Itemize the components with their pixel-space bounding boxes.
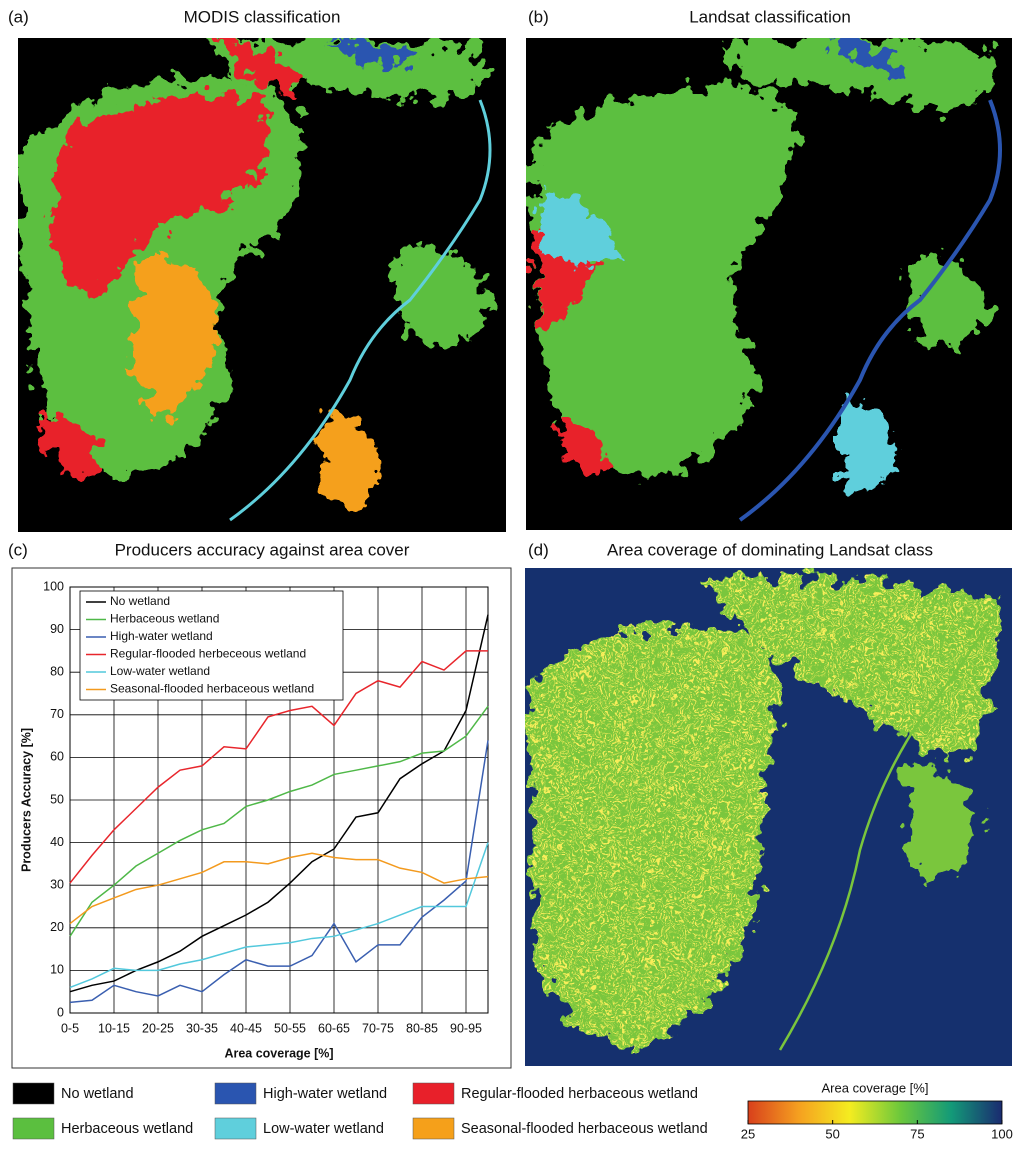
patch [840, 398, 900, 492]
legend-label: No wetland [110, 594, 170, 608]
legend-label: Seasonal-flooded herbaceous wetland [461, 1121, 708, 1137]
series-line [69, 740, 489, 1004]
colorbar-tick-label: 100 [991, 1126, 1013, 1141]
river [229, 99, 492, 522]
chart-legend: No wetland Herbaceous wetland High-water w… [79, 590, 344, 701]
panel-label: (c) [8, 540, 28, 559]
patch [900, 255, 990, 346]
x-tick-label: 60-65 [318, 1021, 350, 1035]
x-tick-label: 20-25 [142, 1021, 174, 1035]
x-tick-label: 50-55 [274, 1021, 306, 1035]
patch [220, 40, 300, 92]
legend-label: No wetland [61, 1086, 134, 1102]
panel-title: Landsat classification [689, 7, 851, 26]
patch [900, 760, 980, 879]
legend-swatch [214, 1082, 257, 1105]
legend-label: Seasonal-flooded herbaceous wetland [110, 682, 314, 696]
panel-title: MODIS classification [184, 7, 341, 26]
y-tick-label: 60 [50, 750, 64, 764]
chart-frame [11, 567, 512, 1069]
panel-label: (b) [528, 7, 549, 26]
map-modis [18, 38, 506, 532]
patch [133, 258, 220, 420]
colorbar: Area coverage [%] 25 50 75 100 [741, 1080, 1013, 1141]
panel-title: Area coverage of dominating Landsat clas… [607, 540, 933, 559]
legend-label: Low-water wetland [263, 1121, 384, 1137]
x-tick-label: 40-45 [230, 1021, 262, 1035]
legend-label: Herbaceous wetland [110, 612, 219, 626]
map-coverage [525, 568, 1012, 1066]
series-line [69, 650, 488, 884]
colorbar-tick-label: 75 [910, 1126, 924, 1141]
legend-label: Regular-flooded herbaceous wetland [461, 1086, 698, 1102]
panel-label: (a) [8, 7, 29, 26]
map-patches [530, 38, 992, 492]
colorbar-title: Area coverage [%] [822, 1080, 929, 1095]
patch [720, 38, 992, 110]
legend-label: High-water wetland [263, 1086, 387, 1102]
y-tick-label: 80 [50, 664, 64, 678]
series-line [69, 842, 489, 989]
patch [320, 415, 380, 506]
legend-box [79, 590, 344, 701]
map-patches [20, 38, 490, 506]
colorbar-tick-label: 25 [741, 1126, 755, 1141]
patch [40, 418, 100, 479]
panel-title: Producers accuracy against area cover [115, 540, 410, 559]
x-tick-label: 70-75 [362, 1021, 394, 1035]
y-tick-label: 50 [50, 792, 64, 806]
legend-label: Regular-flooded herbeceous wetland [110, 647, 306, 661]
x-tick-label: 0-5 [61, 1021, 79, 1035]
river [778, 619, 992, 1051]
y-axis-label: Producers Accuracy [%] [19, 728, 33, 872]
y-tick-label: 70 [50, 707, 64, 721]
series-line [69, 705, 489, 937]
y-tick-label: 40 [50, 835, 64, 849]
patch [330, 40, 420, 67]
patch [50, 95, 270, 292]
legend-label: Low-water wetland [110, 664, 210, 678]
series-line [69, 614, 489, 993]
y-tick-label: 20 [50, 920, 64, 934]
legend-swatch [214, 1117, 257, 1140]
patch [560, 420, 610, 475]
legend-swatch [12, 1117, 55, 1140]
map-landsat [526, 38, 1012, 530]
y-tick-label: 0 [57, 1005, 64, 1019]
river [738, 99, 1002, 522]
patch [393, 245, 490, 345]
legend-label: Herbaceous wetland [61, 1121, 193, 1137]
patch [540, 190, 620, 264]
x-tick-label: 10-15 [98, 1021, 130, 1035]
legend-swatch [412, 1082, 455, 1105]
map-speckle [528, 577, 1000, 1050]
patch [530, 85, 800, 480]
colorbar-bar [747, 1100, 1003, 1125]
y-tick-label: 90 [50, 622, 64, 636]
series-line [69, 852, 489, 925]
legend-swatch [12, 1082, 55, 1105]
y-tick-label: 10 [50, 963, 64, 977]
patch [830, 40, 900, 72]
x-tick-label: 90-95 [450, 1021, 482, 1035]
panel-label: (d) [528, 540, 549, 559]
legend-label: High-water wetland [110, 629, 213, 643]
x-tick-label: 80-85 [406, 1021, 438, 1035]
class-legend: No wetland Herbaceous wetland High-water w… [12, 1082, 708, 1140]
legend-swatch [412, 1117, 455, 1140]
colorbar-tick-label: 50 [825, 1126, 839, 1141]
x-axis-label: Area coverage [%] [224, 1046, 333, 1060]
y-tick-label: 30 [50, 877, 64, 891]
x-tick-label: 30-35 [186, 1021, 218, 1035]
patch [528, 577, 1000, 1050]
y-tick-label: 100 [43, 579, 64, 593]
